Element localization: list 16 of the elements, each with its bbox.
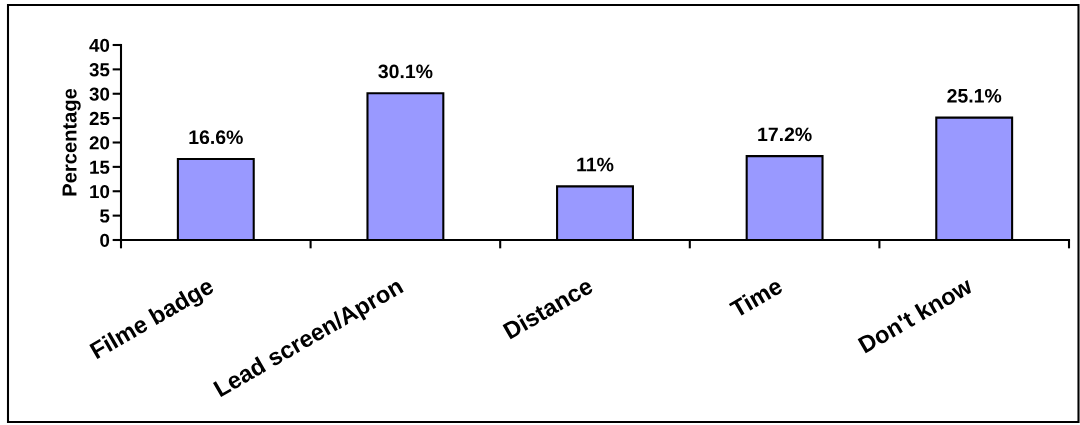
y-axis-title: Percentage: [62, 88, 81, 196]
y-tick-label: 30: [89, 87, 110, 101]
y-tick-label: 25: [89, 111, 110, 126]
data-label: 30.1%: [378, 64, 433, 79]
y-tick-label: 10: [90, 184, 110, 199]
y-tick-label: 40: [89, 38, 110, 52]
y-tick-label: 15: [90, 160, 110, 174]
data-label: 25.1%: [947, 88, 1002, 103]
y-tick-label: 0: [100, 233, 110, 247]
data-label: 16.6%: [189, 130, 243, 145]
x-tick-label: Time: [728, 276, 784, 319]
y-tick-label: 20: [89, 136, 110, 150]
y-tick-label: 35: [89, 63, 110, 77]
data-label: 17.2%: [758, 127, 812, 142]
y-tick-label: 5: [100, 209, 110, 223]
data-label: 11%: [577, 157, 614, 172]
